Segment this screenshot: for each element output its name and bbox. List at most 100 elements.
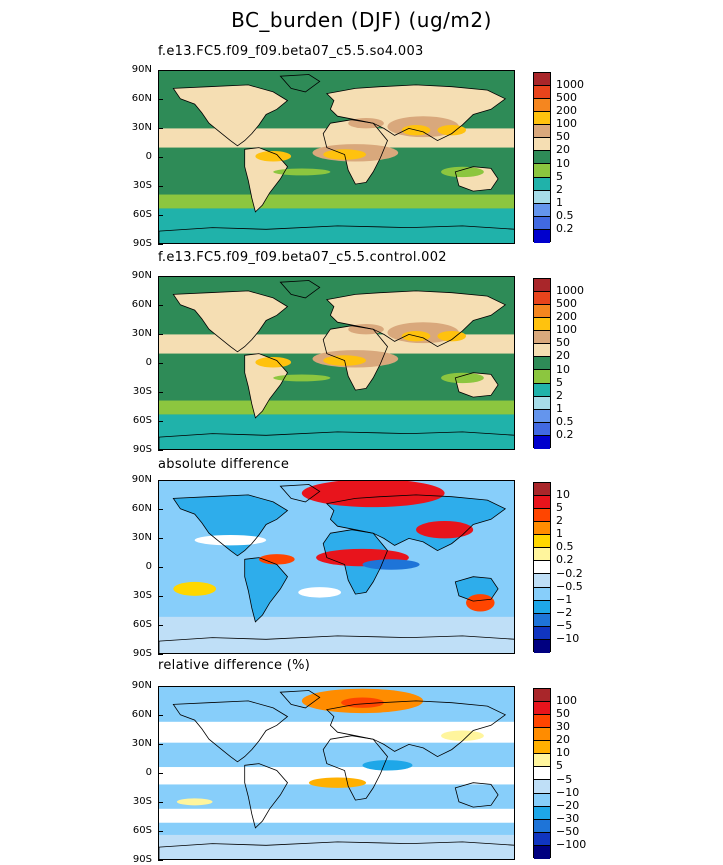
colorbar-label: 10: [556, 362, 570, 376]
panel-title: relative difference (%): [158, 658, 311, 673]
colorbar-label: 20: [556, 733, 570, 747]
colorbar-label: −10: [556, 631, 580, 645]
burden-au-green: [441, 166, 484, 178]
coastline-af: [322, 735, 388, 801]
southern-white: [159, 808, 514, 823]
coastline-na: [172, 700, 289, 763]
colorbar-label: 0.5: [556, 414, 574, 428]
colorbar-label: −20: [556, 798, 580, 812]
colorbar-swatch: [534, 548, 550, 562]
y-tick-mark: [158, 392, 163, 393]
coastline-greenland: [279, 690, 321, 709]
panel-title: f.e13.FC5.f09_f09.beta07_c5.5.so4.003: [158, 44, 424, 59]
y-tick-mark: [158, 509, 163, 510]
y-tick-mark: [158, 860, 163, 861]
colorbar-label: 1: [556, 527, 563, 541]
colorbar-label: 1: [556, 401, 563, 415]
colorbar-swatch: [534, 73, 550, 87]
colorbar-label: −2: [556, 605, 573, 619]
colorbar-label: 0.2: [556, 221, 574, 235]
y-tick-mark: [158, 334, 163, 335]
colorbar-swatch: [534, 151, 550, 165]
map-svg: [159, 481, 514, 653]
colorbar-swatch: [534, 535, 550, 549]
coastline-eu: [325, 84, 507, 142]
tropical-white: [159, 767, 514, 785]
colorbar-swatch: [534, 383, 550, 397]
y-tick-mark: [158, 157, 163, 158]
y-tick-mark: [158, 686, 163, 687]
land-eu: [326, 290, 506, 347]
northern-white: [159, 721, 514, 743]
coastline-ant: [159, 635, 514, 653]
coastline-af: [322, 529, 388, 595]
y-tick-label: 0: [145, 151, 152, 162]
colorbar-swatch: [534, 216, 550, 230]
burden-au-green: [441, 372, 484, 384]
map-svg: [159, 277, 514, 449]
colorbar: [533, 72, 551, 243]
y-tick-mark: [158, 715, 163, 716]
colorbar-label: 2: [556, 182, 563, 196]
colorbar-label: 10: [556, 488, 570, 502]
panel-title: absolute difference: [158, 457, 290, 472]
colorbar-swatch: [534, 483, 550, 497]
colorbar-label: 0.2: [556, 427, 574, 441]
burden-sa-yellow: [255, 151, 292, 162]
y-tick-label: 0: [145, 357, 152, 368]
colorbar-swatch: [534, 229, 550, 243]
y-tick-label: 30N: [131, 532, 152, 543]
coastline-af: [322, 325, 388, 391]
y-tick-mark: [158, 186, 163, 187]
colorbar-swatch: [534, 702, 550, 716]
colorbar-label: 0.5: [556, 208, 574, 222]
colorbar-label: 1000: [556, 78, 584, 92]
coastline-sa: [244, 557, 288, 623]
colorbar-swatch: [534, 600, 550, 614]
colorbar-swatch: [534, 138, 550, 152]
y-tick-mark: [158, 831, 163, 832]
southern-band: [159, 602, 514, 617]
colorbar-label: 0.5: [556, 540, 574, 554]
y-tick-label: 30S: [132, 590, 152, 601]
diff-np-white: [194, 534, 267, 546]
coastline-au: [454, 166, 499, 192]
diff-arctic-red: [301, 481, 445, 508]
y-tick-label: 90N: [131, 680, 152, 691]
figure-title: BC_burden (DJF) (ug/m2): [231, 8, 492, 32]
burden-sa-yellow: [255, 357, 292, 368]
diff-sa-white: [298, 587, 342, 598]
colorbar-label: 100: [556, 323, 577, 337]
colorbar-label: 2: [556, 388, 563, 402]
colorbar-swatch: [534, 357, 550, 371]
coastline-sa: [244, 353, 288, 419]
colorbar-swatch: [534, 522, 550, 536]
coastline-eu: [325, 494, 507, 552]
southern-band: [159, 194, 514, 209]
colorbar-label: −100: [556, 837, 587, 851]
coastline-na: [172, 84, 289, 147]
colorbar-label: −0.5: [556, 579, 583, 593]
colorbar-label: 5: [556, 169, 563, 183]
coastline-sa: [244, 763, 288, 829]
coastline-sa: [244, 147, 288, 213]
colorbar-label: −5: [556, 618, 573, 632]
colorbar-swatch: [534, 86, 550, 100]
colorbar-label: 50: [556, 707, 570, 721]
coastline-na: [172, 494, 289, 557]
y-tick-label: 60S: [132, 619, 152, 630]
y-tick-label: 90S: [132, 648, 152, 659]
colorbar-label: −0.2: [556, 566, 583, 580]
colorbar-label: 200: [556, 104, 577, 118]
colorbar-swatch: [534, 587, 550, 601]
colorbar-swatch: [534, 613, 550, 627]
colorbar-swatch: [534, 728, 550, 742]
colorbar-label: −1: [556, 592, 573, 606]
colorbar-label: 2: [556, 514, 563, 528]
y-tick-mark: [158, 215, 163, 216]
y-tick-label: 60N: [131, 503, 152, 514]
map-panel: [158, 70, 515, 244]
burden-sa-green: [273, 374, 331, 382]
coastline-ant: [159, 431, 514, 449]
y-tick-label: 60N: [131, 709, 152, 720]
